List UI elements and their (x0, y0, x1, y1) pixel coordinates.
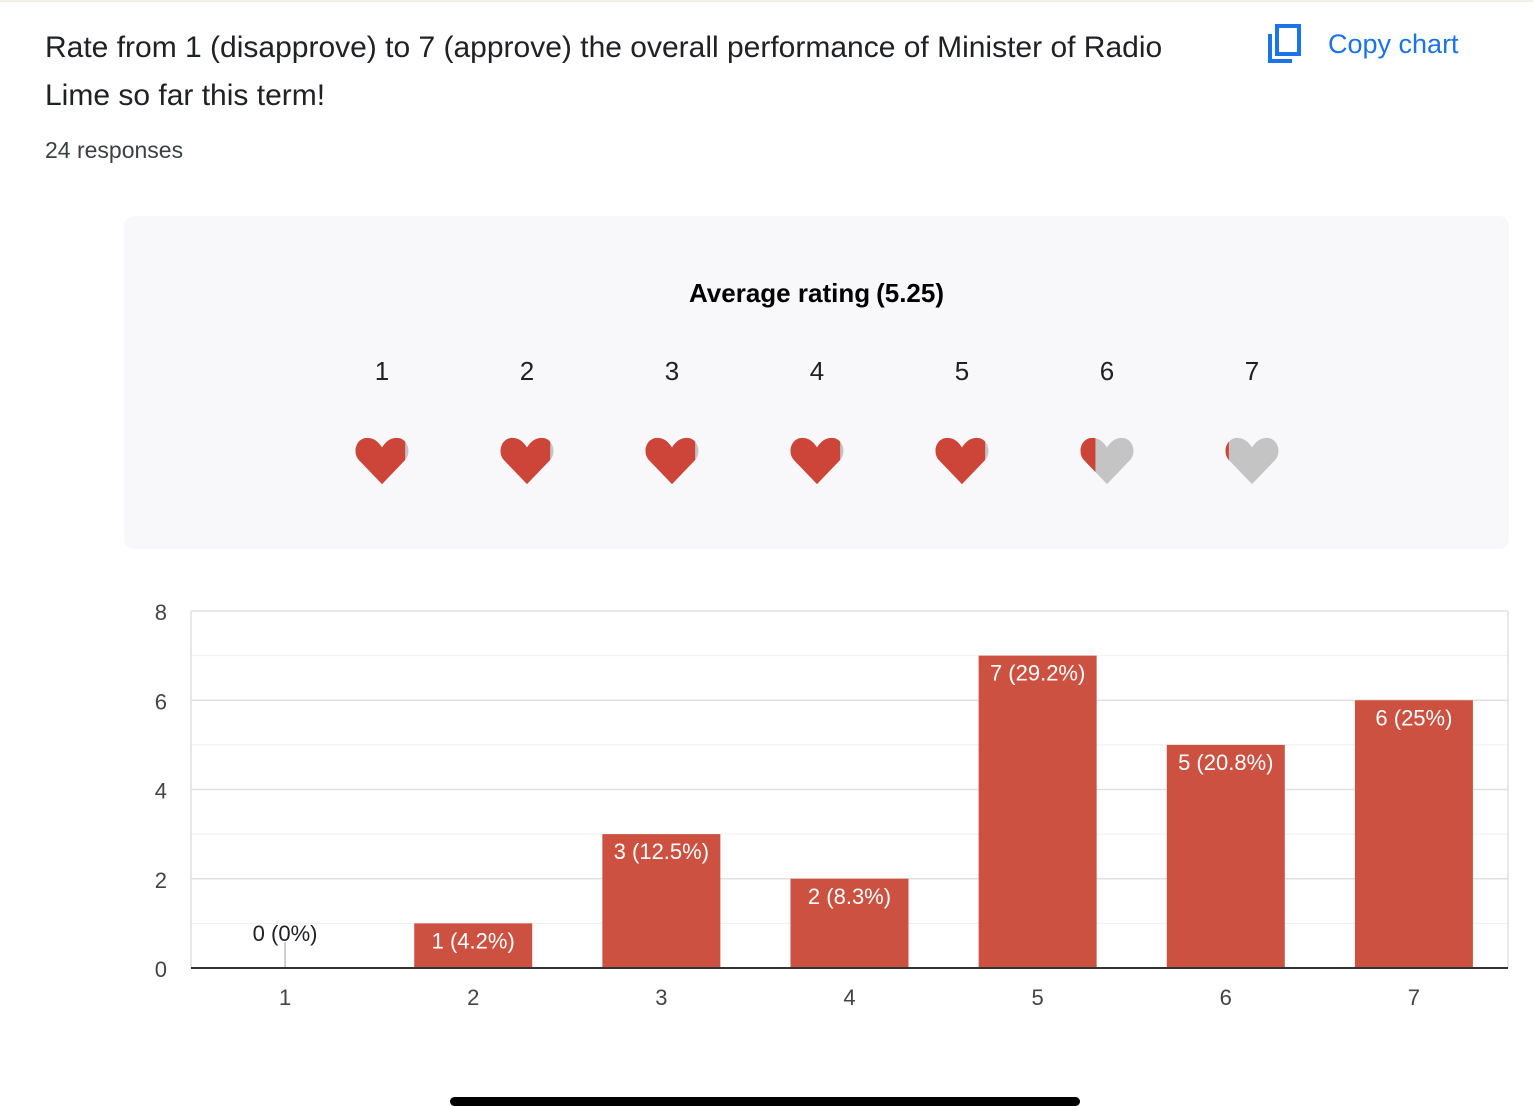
bar (1166, 744, 1285, 968)
y-tick-label: 0 (155, 957, 167, 982)
heart-icon (788, 434, 846, 488)
data-label: 5 (20.8%) (1178, 750, 1273, 775)
copy-chart-label: Copy chart (1328, 28, 1459, 59)
top-divider (0, 0, 1533, 2)
rating-scale-number: 6 (1099, 356, 1115, 386)
data-label: 7 (29.2%) (990, 661, 1085, 686)
y-tick-label: 2 (155, 868, 167, 893)
heart-icon (1223, 434, 1281, 488)
response-count: 24 responses (45, 137, 184, 163)
bar (602, 834, 721, 968)
x-tick-label: 4 (843, 985, 855, 1010)
heart-icon (933, 434, 991, 488)
data-label: 3 (12.5%) (614, 839, 709, 864)
rating-scale-number: 1 (374, 356, 390, 386)
y-tick-label: 4 (155, 779, 167, 804)
heart-icon (498, 434, 556, 488)
y-tick-label: 6 (155, 689, 167, 714)
heart-icon (643, 434, 701, 488)
x-tick-label: 5 (1032, 985, 1044, 1010)
heart-icon (1078, 434, 1136, 488)
data-label: 1 (4.2%) (432, 928, 515, 953)
question-title: Rate from 1 (disapprove) to 7 (approve) … (45, 31, 1163, 112)
rating-scale-number: 5 (954, 356, 970, 386)
x-tick-label: 1 (279, 985, 291, 1010)
average-rating-title: Average rating (5.25) (124, 278, 1509, 309)
y-tick-label: 8 (155, 600, 167, 625)
bar (978, 655, 1097, 968)
bar-chart: 0 2 4 6 8 0 (0%) 1 1 (4.2%) 2 3 (12.5%) 3 2 (8.3%) 4… (155, 600, 1509, 1010)
x-tick-label: 3 (655, 985, 667, 1010)
average-rating-label: Average rating (688, 278, 871, 308)
data-label: 6 (25%) (1375, 705, 1452, 730)
x-tick-label: 2 (467, 985, 479, 1010)
copy-icon (1268, 24, 1301, 63)
copy-chart-button[interactable]: Copy chart (1266, 22, 1459, 66)
rating-scale-number: 7 (1244, 356, 1260, 386)
rating-scale-number: 3 (664, 356, 680, 386)
heart-icon (353, 434, 411, 488)
bar (790, 878, 909, 968)
rating-scale-number: 4 (809, 356, 825, 386)
rating-scale-number: 2 (519, 356, 535, 386)
average-rating-panel: Average rating (5.25) 1 2 3 4 5 6 7 (124, 216, 1509, 549)
bar (414, 923, 533, 968)
average-rating-value: (5.25) (876, 278, 945, 308)
x-tick-label: 7 (1408, 985, 1420, 1010)
x-tick-label: 6 (1220, 985, 1232, 1010)
data-label: 0 (0%) (253, 921, 318, 946)
home-indicator (450, 1097, 1080, 1106)
data-label: 2 (8.3%) (808, 884, 891, 909)
bar (1354, 700, 1473, 968)
